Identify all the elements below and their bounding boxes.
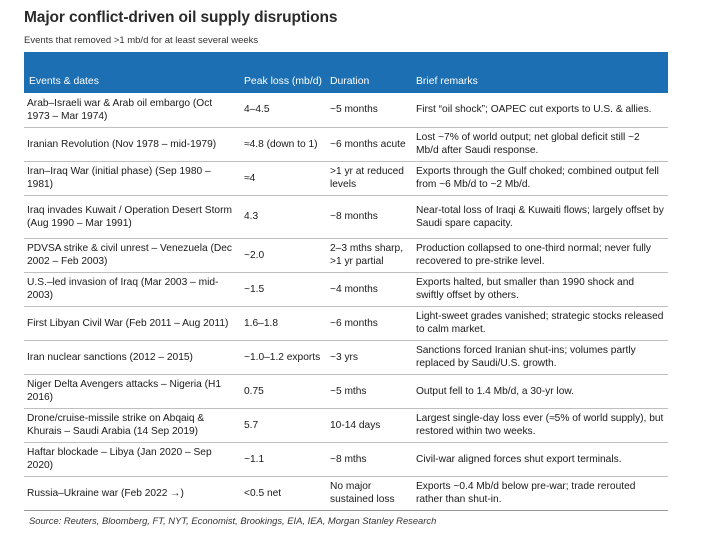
table-row: Drone/cruise-missile strike on Abqaiq & … [24,408,668,443]
table-row: PDVSA strike & civil unrest – Venezuela … [24,238,668,273]
table-row: U.S.–led invasion of Iraq (Mar 2003 – mi… [24,272,668,307]
table-row: Iran nuclear sanctions (2012 – 2015) ~1.… [24,340,668,375]
duration-cell: ~6 months [326,306,412,341]
remarks-cell: Largest single-day loss ever (≈5% of wor… [412,408,668,443]
peak-loss-cell: 5.7 [240,408,326,443]
duration-cell: 10-14 days [326,408,412,443]
event-cell: Russia–Ukraine war (Feb 2022 →) [24,476,240,511]
event-cell: Arab–Israeli war & Arab oil embargo (Oct… [24,93,240,128]
duration-cell: ~5 months [326,93,412,128]
remarks-cell: First “oil shock”; OAPEC cut exports to … [412,93,668,128]
table-row: First Libyan Civil War (Feb 2011 – Aug 2… [24,306,668,341]
table-row: Haftar blockade – Libya (Jan 2020 – Sep … [24,442,668,477]
event-cell: Iran–Iraq War (initial phase) (Sep 1980 … [24,161,240,196]
table-header-row: Events & dates Peak loss (mb/d) Duration… [24,52,668,93]
peak-loss-cell: ~1.1 [240,442,326,477]
event-cell: Niger Delta Avengers attacks – Nigeria (… [24,374,240,409]
column-header-duration: Duration [326,52,412,93]
table-row: Russia–Ukraine war (Feb 2022 →) <0.5 net… [24,476,668,511]
peak-loss-cell: 1.6–1.8 [240,306,326,341]
remarks-cell: Sanctions forced Iranian shut-ins; volum… [412,340,668,375]
table-row: Arab–Israeli war & Arab oil embargo (Oct… [24,93,668,128]
duration-cell: 2–3 mths sharp, >1 yr partial [326,238,412,273]
duration-cell: ~3 yrs [326,340,412,375]
column-header-peak-loss: Peak loss (mb/d) [240,52,326,93]
remarks-cell: Near-total loss of Iraqi & Kuwaiti flows… [412,195,668,239]
duration-cell: ~8 months [326,195,412,239]
peak-loss-cell: 4.3 [240,195,326,239]
event-cell: Drone/cruise-missile strike on Abqaiq & … [24,408,240,443]
remarks-cell: Lost ~7% of world output; net global def… [412,127,668,162]
event-cell: First Libyan Civil War (Feb 2011 – Aug 2… [24,306,240,341]
event-cell: Iran nuclear sanctions (2012 – 2015) [24,340,240,375]
remarks-cell: Output fell to 1.4 Mb/d, a 30-yr low. [412,374,668,409]
duration-cell: ~8 mths [326,442,412,477]
event-cell: U.S.–led invasion of Iraq (Mar 2003 – mi… [24,272,240,307]
duration-cell: ~5 mths [326,374,412,409]
peak-loss-cell: ≈4 [240,161,326,196]
peak-loss-cell: ~1.5 [240,272,326,307]
disruptions-table: Events & dates Peak loss (mb/d) Duration… [24,52,668,511]
table-row: Iran–Iraq War (initial phase) (Sep 1980 … [24,161,668,196]
column-header-events: Events & dates [24,52,240,93]
event-cell: Iranian Revolution (Nov 1978 – mid-1979) [24,127,240,162]
page-title: Major conflict-driven oil supply disrupt… [24,9,338,26]
peak-loss-cell: 0.75 [240,374,326,409]
table-row: Iranian Revolution (Nov 1978 – mid-1979)… [24,127,668,162]
remarks-cell: Exports ~0.4 Mb/d below pre-war; trade r… [412,476,668,511]
peak-loss-cell: <0.5 net [240,476,326,511]
peak-loss-cell: 4–4.5 [240,93,326,128]
remarks-cell: Light-sweet grades vanished; strategic s… [412,306,668,341]
peak-loss-cell: ≈4.8 (down to 1) [240,127,326,162]
event-cell: Haftar blockade – Libya (Jan 2020 – Sep … [24,442,240,477]
peak-loss-cell: ~1.0–1.2 exports [240,340,326,375]
duration-cell: ~6 months acute [326,127,412,162]
remarks-cell: Exports halted, but smaller than 1990 sh… [412,272,668,307]
remarks-cell: Exports through the Gulf choked; combine… [412,161,668,196]
event-cell: Iraq invades Kuwait / Operation Desert S… [24,195,240,239]
remarks-cell: Civil-war aligned forces shut export ter… [412,442,668,477]
source-note: Source: Reuters, Bloomberg, FT, NYT, Eco… [29,515,437,526]
event-cell: PDVSA strike & civil unrest – Venezuela … [24,238,240,273]
duration-cell: ~4 months [326,272,412,307]
column-header-remarks: Brief remarks [412,52,668,93]
page-subtitle: Events that removed >1 mb/d for at least… [24,35,259,46]
peak-loss-cell: ~2.0 [240,238,326,273]
remarks-cell: Production collapsed to one-third normal… [412,238,668,273]
table-row: Iraq invades Kuwait / Operation Desert S… [24,195,668,239]
table-row: Niger Delta Avengers attacks – Nigeria (… [24,374,668,409]
duration-cell: No major sustained loss [326,476,412,511]
duration-cell: >1 yr at reduced levels [326,161,412,196]
